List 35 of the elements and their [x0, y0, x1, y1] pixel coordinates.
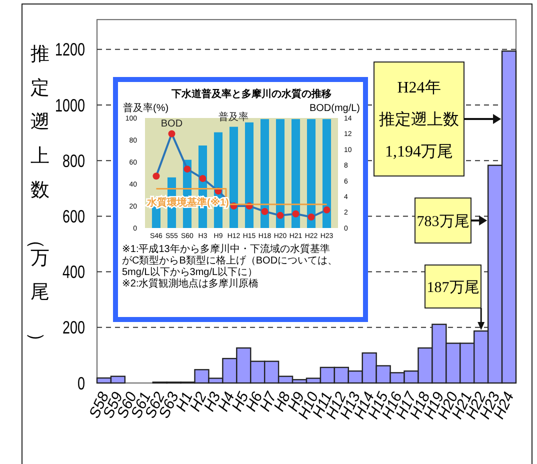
- bar: [291, 119, 300, 228]
- y-tick-label: 1000: [54, 96, 86, 116]
- y-tick-label: 200: [62, 318, 86, 338]
- bar: [244, 122, 254, 228]
- series-label: BOD: [160, 118, 183, 130]
- annotation: ※2:水質観測地点は多摩川原橋: [122, 278, 259, 290]
- annotation: 783万尾: [416, 214, 470, 230]
- point: [152, 172, 160, 180]
- y-tick-label: 400: [62, 263, 86, 283]
- y2-axis-title: BOD(mg/L): [309, 103, 360, 114]
- annotation: H24年推定遡上数1,194万尾: [379, 80, 459, 161]
- y-tick-label: 800: [62, 152, 86, 172]
- bar: [322, 119, 332, 228]
- bar: [229, 126, 238, 228]
- point: [261, 208, 268, 215]
- y-tick-label: 0: [77, 374, 86, 394]
- point: [276, 212, 284, 219]
- point: [199, 175, 206, 182]
- bar: [306, 119, 316, 228]
- annotation: ※1:平成13年から多摩川中・下流域の水質基準がC類型からB類型に格上げ（BODについては、5mg/L以下から3mg/L以下に）: [122, 243, 338, 278]
- annotation: 187万尾: [426, 280, 480, 296]
- point: [308, 214, 315, 220]
- point: [168, 130, 176, 138]
- bar: [260, 119, 270, 228]
- bar: [152, 206, 160, 228]
- y-tick-label: 600: [62, 208, 86, 228]
- point: [184, 166, 191, 173]
- y-axis-title: 普及率(%): [123, 102, 169, 114]
- point: [292, 210, 300, 218]
- series-label: 普及率: [218, 110, 249, 123]
- text: 推定遡上数（万尾）: [26, 44, 50, 351]
- bar: [276, 119, 285, 228]
- chart-title: 下水道普及率と多摩川の水質の推移: [170, 88, 332, 100]
- y-tick-label: 1200: [54, 40, 86, 60]
- point: [323, 206, 330, 214]
